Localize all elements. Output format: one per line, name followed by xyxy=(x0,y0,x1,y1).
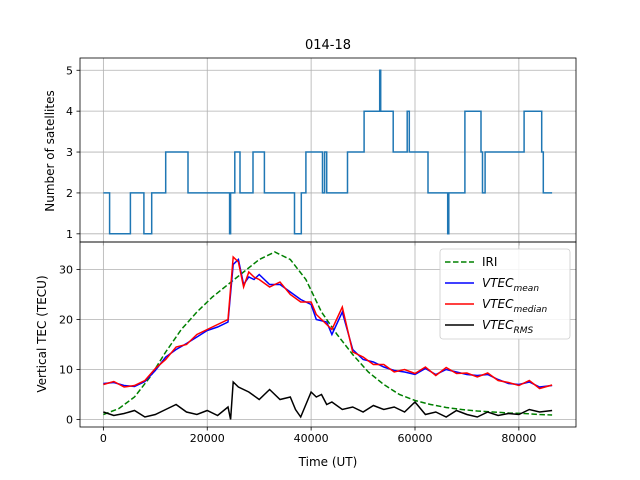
legend-box xyxy=(439,248,571,340)
series-line-VTEC_median xyxy=(103,255,553,390)
ytick-label: 3 xyxy=(66,146,73,159)
legend: IRI VTECmean VTECmedian VTECRMS xyxy=(439,248,571,340)
axes-frame xyxy=(79,57,577,243)
xtick-label: 40000 xyxy=(294,432,329,445)
ytick-label: 30 xyxy=(59,264,73,277)
legend-label: VTECmedian xyxy=(482,297,548,315)
satellites-panel: 1 2 3 4 5 xyxy=(66,57,577,246)
legend-label: VTECmean xyxy=(482,276,539,294)
series-line-VTEC_RMS xyxy=(103,380,553,420)
ytick-label: 2 xyxy=(66,187,73,200)
bottom-xlabel: Time (UT) xyxy=(298,455,358,469)
xtick-label: 20000 xyxy=(190,432,225,445)
top-ylabel: Number of satellites xyxy=(43,90,57,211)
ytick-label: 10 xyxy=(59,364,73,377)
ytick-label: 1 xyxy=(66,228,73,241)
legend-label: VTECRMS xyxy=(482,318,534,336)
ytick-label: 0 xyxy=(66,414,73,427)
series-line-s0 xyxy=(103,69,553,235)
legend-label: IRI xyxy=(482,255,497,269)
xtick-label: 60000 xyxy=(397,432,432,445)
bottom-ylabel: Vertical TEC (TECU) xyxy=(35,275,49,392)
xtick-label: 80000 xyxy=(501,432,536,445)
axes-frame xyxy=(79,241,577,428)
series-line-IRI xyxy=(103,251,553,416)
ytick-label: 5 xyxy=(66,64,73,77)
ytick-label: 4 xyxy=(66,105,73,118)
xtick-label: 0 xyxy=(100,432,107,445)
chart-title: 014-18 xyxy=(305,38,351,53)
ytick-label: 20 xyxy=(59,314,73,327)
